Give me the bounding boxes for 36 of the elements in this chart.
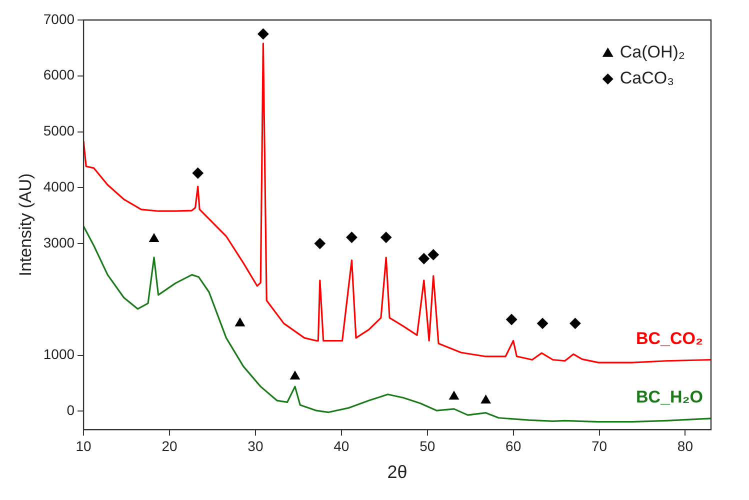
y-tick-label: 5000: [43, 122, 75, 139]
point: [506, 314, 518, 326]
x-tick-label: 80: [677, 438, 694, 454]
series-label: BC_CO₂: [636, 328, 703, 348]
point: [428, 249, 439, 260]
x-tick-label: 20: [162, 438, 178, 454]
point: [258, 28, 269, 40]
point: [418, 253, 430, 264]
x-tick-label: 30: [248, 438, 264, 454]
y-tick-label: 4000: [43, 178, 75, 194]
x-tick-label: 10: [76, 438, 92, 454]
y-tick-label: 3000: [43, 234, 75, 250]
point: [480, 395, 491, 404]
x-tick-label: 50: [420, 438, 436, 454]
x-tick-label: 40: [334, 438, 350, 454]
y-tick-label: 1000: [43, 346, 75, 362]
point: [290, 371, 300, 380]
point: [449, 391, 459, 400]
legend-label: Ca(OH)₂: [620, 42, 686, 62]
point: [537, 318, 548, 329]
y-tick-label: 6000: [43, 66, 75, 83]
point: [380, 232, 392, 243]
x-tick-label: 60: [506, 438, 522, 454]
point: [570, 318, 581, 329]
legend-label: CaCO₃: [620, 68, 674, 88]
y-tick-label: 0: [66, 402, 75, 418]
point: [149, 234, 159, 242]
point: [192, 168, 204, 179]
y-axis-title: Intensity (AU): [16, 173, 35, 276]
x-tick-label: 70: [591, 438, 608, 454]
series-label: BC_H₂O: [636, 388, 703, 407]
point: [314, 238, 326, 250]
x-axis-title: 2θ: [387, 462, 408, 482]
point: [235, 318, 245, 326]
point: [346, 232, 358, 243]
y-tick-label: 7000: [43, 10, 75, 27]
